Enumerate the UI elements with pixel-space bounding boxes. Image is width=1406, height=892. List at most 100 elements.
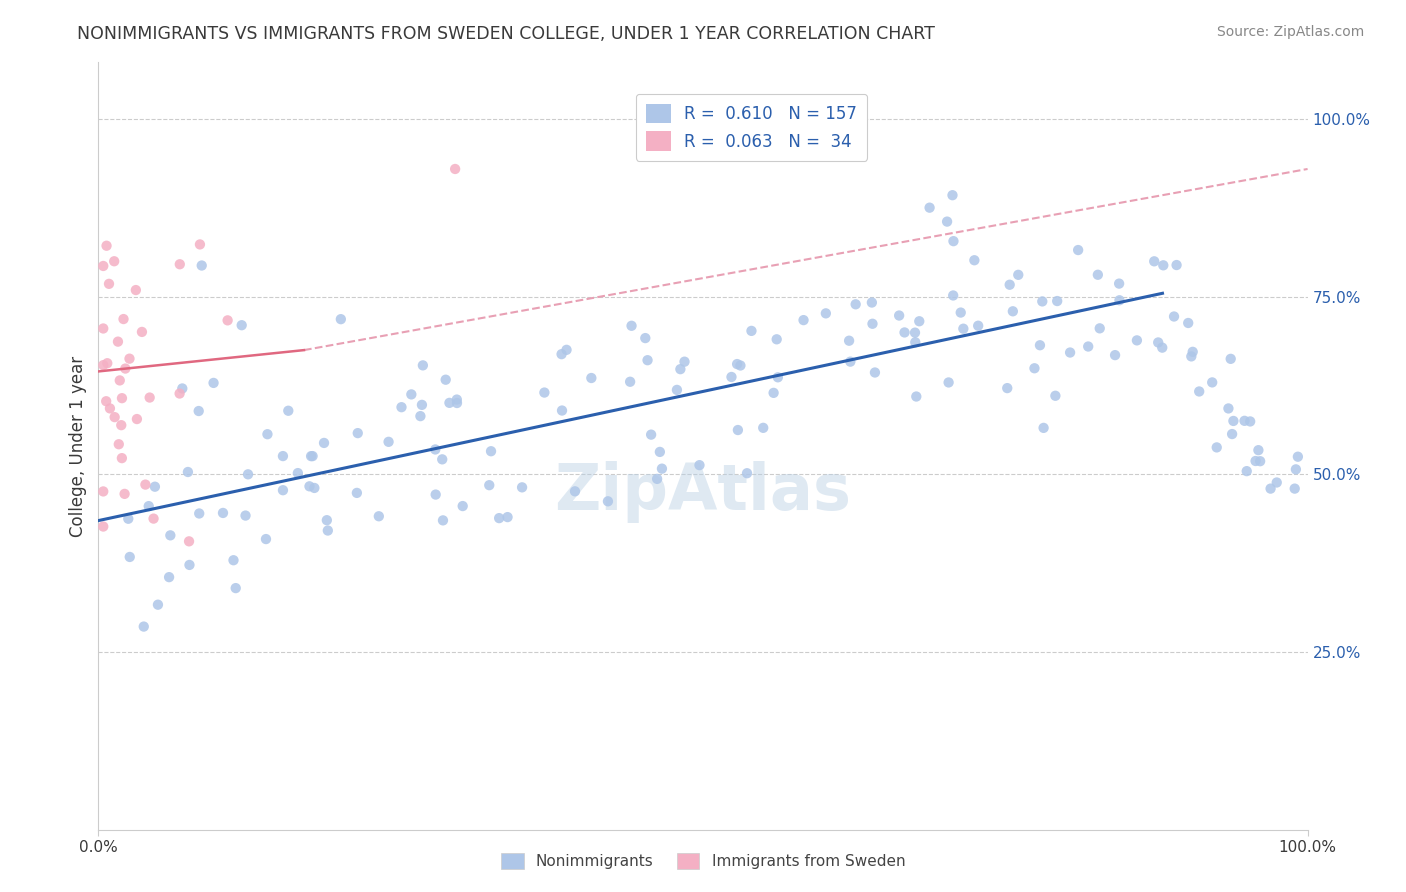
Point <box>315 513 337 527</box>
Point <box>172 382 194 396</box>
Point <box>1147 335 1170 350</box>
Point <box>555 343 578 357</box>
Point <box>1108 293 1130 308</box>
Point <box>91 259 114 273</box>
Point <box>107 334 129 349</box>
Point <box>212 506 235 520</box>
Point <box>648 445 671 459</box>
Point <box>860 295 883 310</box>
Point <box>1001 304 1024 318</box>
Point <box>619 375 641 389</box>
Point <box>177 465 200 479</box>
Point <box>432 513 454 527</box>
Point <box>411 398 433 412</box>
Point <box>1032 421 1054 435</box>
Point <box>138 391 160 405</box>
Point <box>1143 254 1166 268</box>
Point <box>412 359 434 373</box>
Point <box>329 312 352 326</box>
Point <box>169 257 191 271</box>
Text: Source: ZipAtlas.com: Source: ZipAtlas.com <box>1216 25 1364 39</box>
Point <box>752 421 775 435</box>
Point <box>110 418 132 433</box>
Point <box>1046 293 1069 308</box>
Point <box>998 277 1021 292</box>
Point <box>187 404 209 418</box>
Point <box>1180 350 1202 364</box>
Point <box>98 401 121 416</box>
Point <box>1205 441 1227 455</box>
Point <box>1177 316 1199 330</box>
Point <box>908 314 931 328</box>
Point <box>114 487 136 501</box>
Point <box>863 366 886 380</box>
Point <box>564 484 586 499</box>
Point <box>301 449 323 463</box>
Point <box>581 371 603 385</box>
Point <box>936 214 959 228</box>
Point <box>111 451 134 466</box>
Point <box>142 511 165 525</box>
Point <box>108 373 131 387</box>
Point <box>1087 268 1109 282</box>
Point <box>1222 414 1244 428</box>
Point <box>862 317 884 331</box>
Point <box>346 486 368 500</box>
Point <box>620 318 643 333</box>
Point <box>177 534 200 549</box>
Point <box>942 288 965 302</box>
Point <box>277 403 299 417</box>
Point <box>107 437 129 451</box>
Point <box>952 322 974 336</box>
Point <box>254 532 277 546</box>
Point <box>1265 475 1288 490</box>
Point <box>401 387 423 401</box>
Point <box>766 370 789 384</box>
Point <box>1286 450 1309 464</box>
Point <box>1067 243 1090 257</box>
Point <box>134 477 156 491</box>
Point <box>1029 338 1052 352</box>
Point <box>118 351 141 366</box>
Point <box>312 436 335 450</box>
Point <box>963 253 986 268</box>
Point <box>118 549 141 564</box>
Point <box>91 484 114 499</box>
Point <box>640 427 662 442</box>
Point <box>346 426 368 441</box>
Point <box>839 354 862 368</box>
Point <box>236 467 259 482</box>
Point <box>91 321 114 335</box>
Point <box>1244 454 1267 468</box>
Point <box>838 334 860 348</box>
Point <box>488 511 510 525</box>
Point <box>125 283 148 297</box>
Point <box>949 305 972 319</box>
Text: ZipAtlas: ZipAtlas <box>554 461 852 523</box>
Point <box>96 356 118 370</box>
Point <box>688 458 710 472</box>
Point <box>446 392 468 407</box>
Point <box>159 528 181 542</box>
Point <box>1220 427 1243 442</box>
Point <box>1247 443 1270 458</box>
Point <box>918 201 941 215</box>
Point <box>377 434 399 449</box>
Point <box>271 449 294 463</box>
Point <box>367 509 389 524</box>
Point <box>1249 454 1271 468</box>
Point <box>905 390 928 404</box>
Point <box>104 410 127 425</box>
Point <box>169 386 191 401</box>
Point <box>96 394 118 409</box>
Point <box>793 313 815 327</box>
Point <box>995 381 1018 395</box>
Point <box>1260 482 1282 496</box>
Legend: Nonimmigrants, Immigrants from Sweden: Nonimmigrants, Immigrants from Sweden <box>495 847 911 875</box>
Point <box>1285 462 1308 476</box>
Point <box>434 373 457 387</box>
Point <box>720 370 742 384</box>
Point <box>673 354 696 368</box>
Point <box>634 331 657 345</box>
Point <box>225 581 247 595</box>
